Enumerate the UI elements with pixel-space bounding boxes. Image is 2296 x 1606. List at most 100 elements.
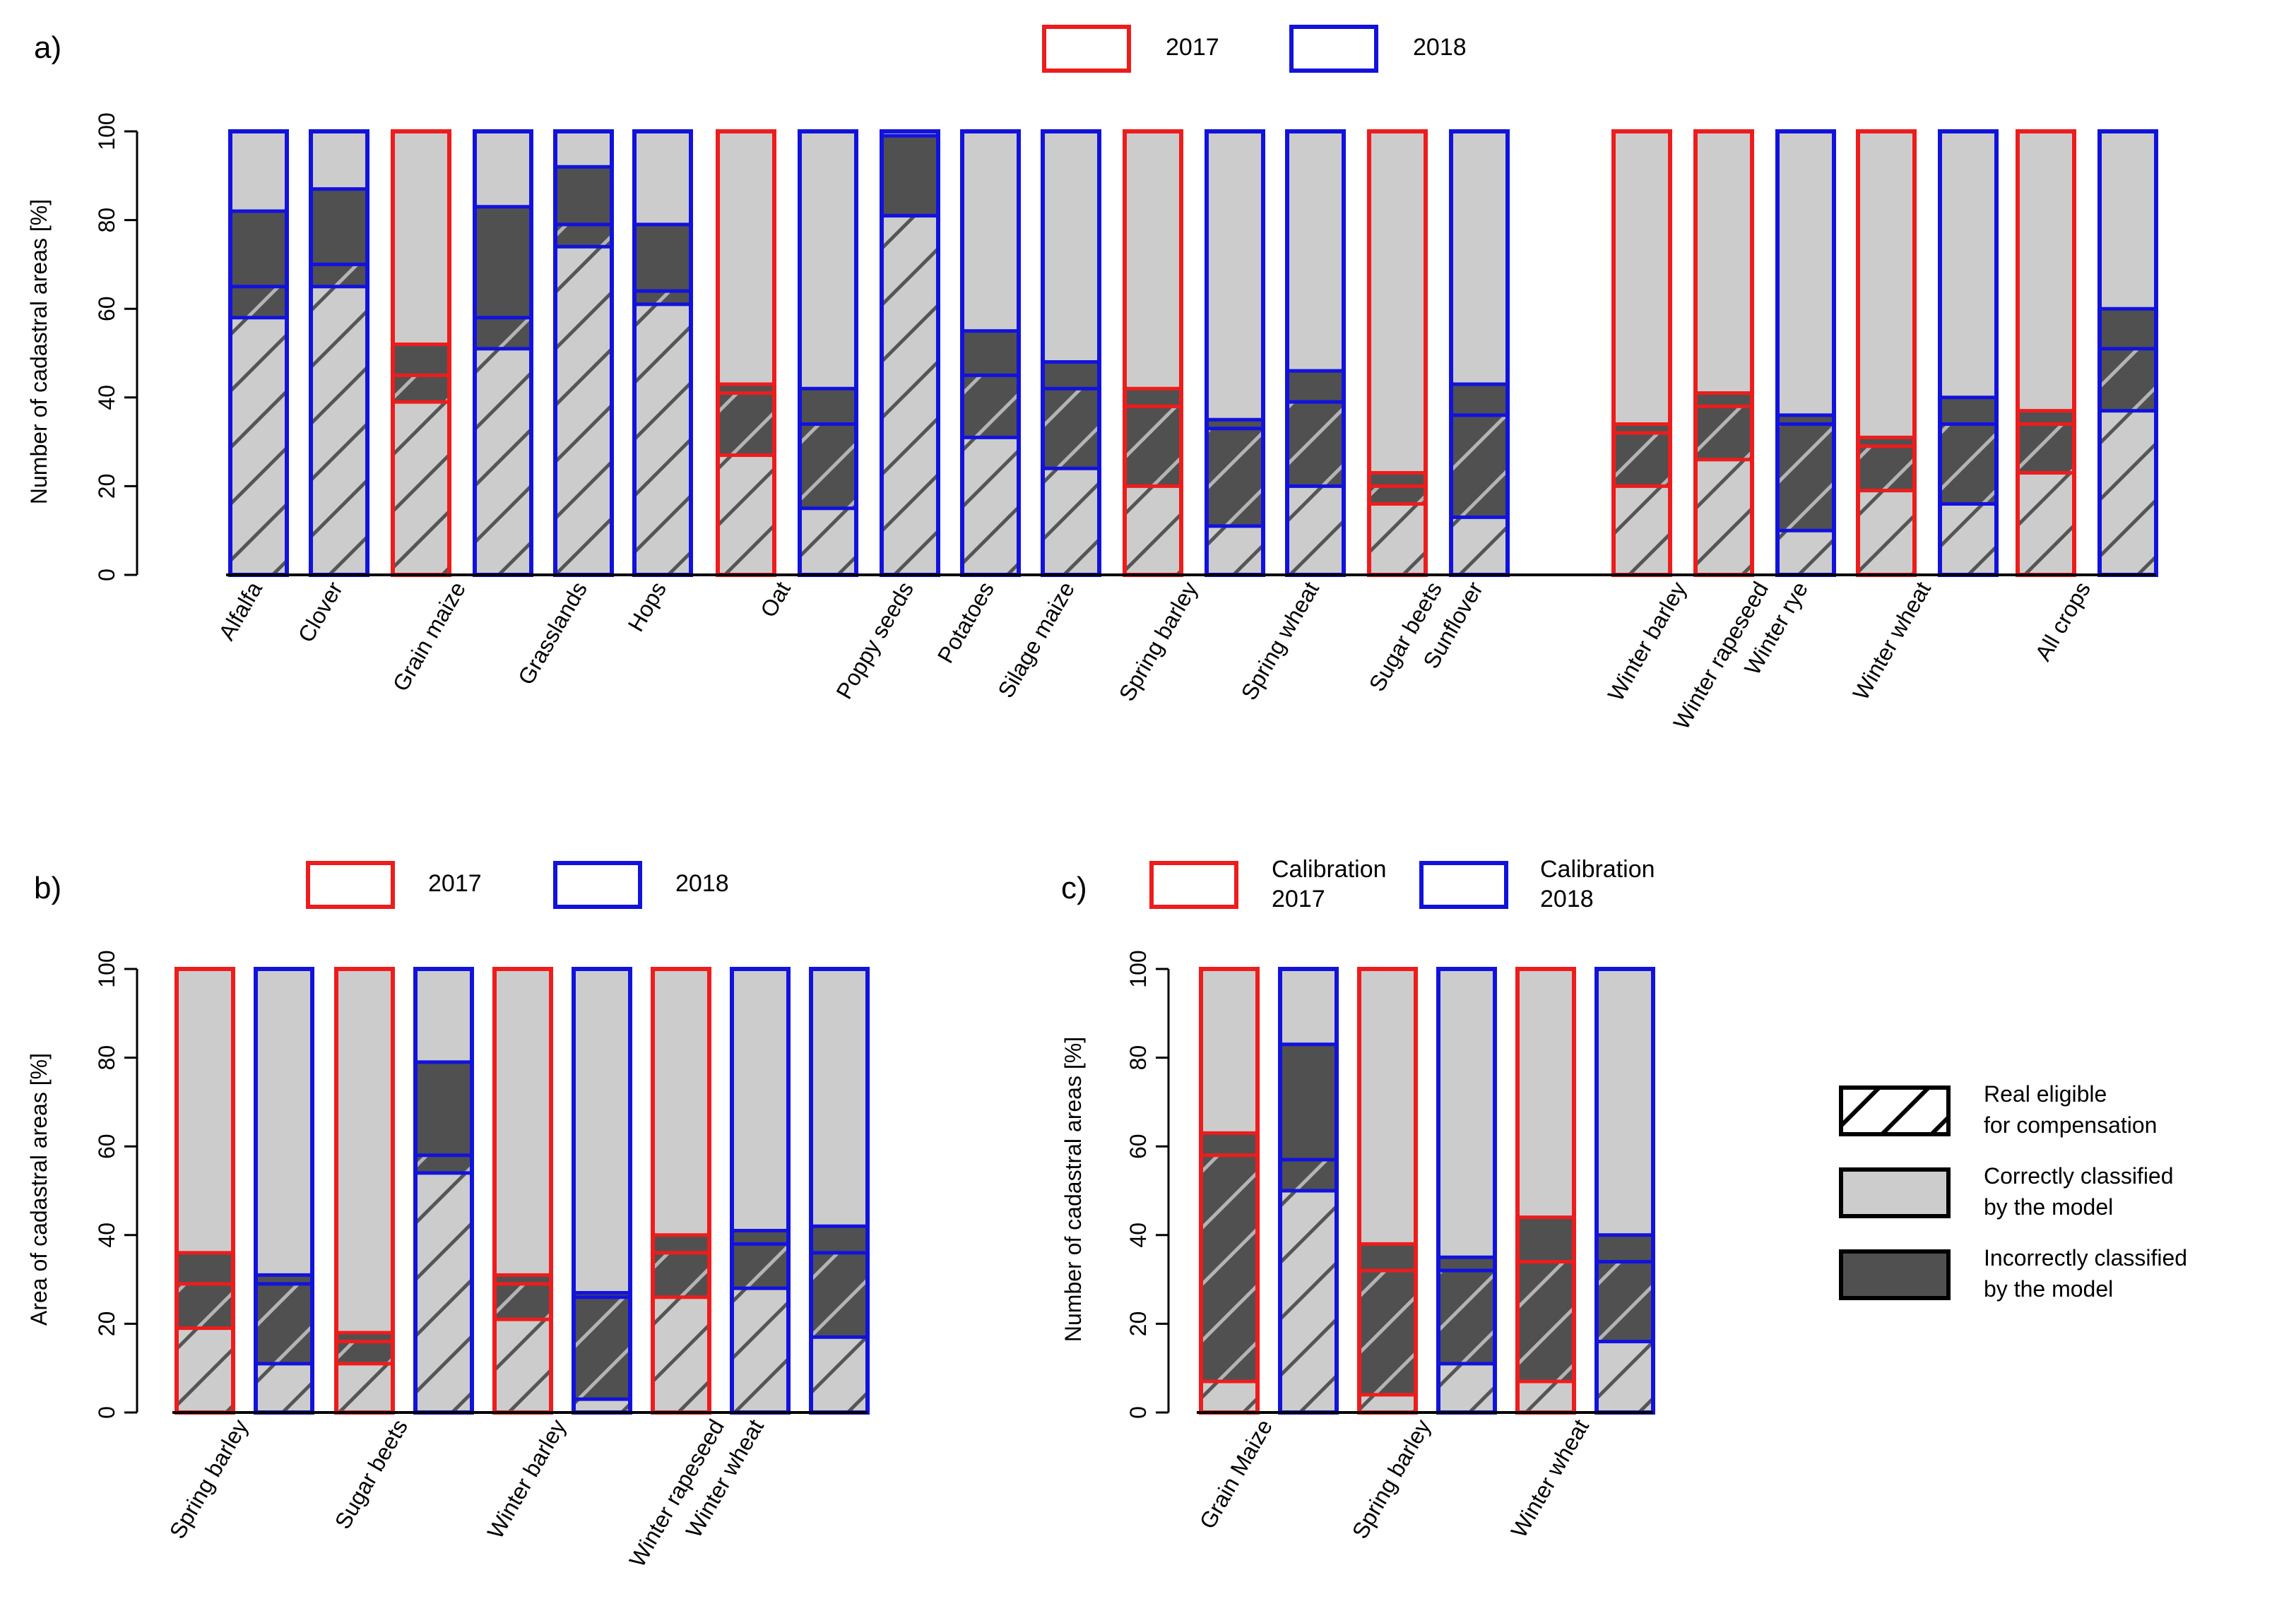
x-tick-label: Spring barley (1114, 578, 1202, 706)
bar-incorrect-region (475, 206, 531, 318)
y-tick-label: 80 (94, 208, 119, 233)
panel-b: 0 20 40 60 80 100 2017 2018 Spring barley Sugar b… (94, 861, 870, 1571)
x-tick-label: Spring barley (165, 1415, 253, 1543)
legend-swatch-2017 (306, 861, 395, 909)
group-poppy-seeds (880, 129, 940, 577)
legend-label-calibration-2017: Calibration 2017 (1272, 856, 1387, 912)
bar-winter-wheat-2018 (809, 967, 870, 1415)
y-tick-label: 20 (1125, 1311, 1151, 1337)
bar-real-incorrect-region (1369, 486, 1426, 504)
bar-winter-rapeseed-2017 (1693, 129, 1754, 577)
y-tick-label: 100 (1125, 950, 1151, 987)
bar-real-eligible-region (634, 304, 691, 575)
bar-winter-barley-2017 (492, 967, 553, 1415)
bar-real-incorrect-region (1597, 1261, 1653, 1342)
bar-real-incorrect-region (177, 1283, 233, 1328)
legend-label-calibration-2018: Calibration 2018 (1540, 856, 1655, 912)
x-tick-label: Hops (623, 578, 672, 636)
y-axis-title-a: Number of cadastral areas [%] (26, 199, 52, 504)
bar-incorrect-region (800, 388, 856, 424)
group-spring-barley (174, 967, 314, 1415)
group-hops (632, 129, 693, 577)
bar-incorrect-region (415, 1061, 472, 1155)
bar-sugar-beets-2017 (1367, 129, 1428, 577)
panel-c: 0 20 40 60 80 100 Calibration 2017 Calibration 20… (1125, 856, 1655, 1543)
legend-swatch-correct (1839, 1167, 1951, 1218)
bar-winter-wheat-2018 (1594, 967, 1655, 1415)
x-tick-label: Spring wheat (1236, 577, 1324, 704)
y-tick-label: 100 (94, 112, 119, 150)
bar-real-eligible-region (718, 455, 774, 575)
y-tick-label: 80 (1125, 1045, 1151, 1071)
x-tick-label: Alfalfa (213, 577, 267, 644)
bar-spring-barley-2018 (1436, 967, 1497, 1415)
panel-label-a: a) (34, 30, 61, 65)
bar-all-crops-2017 (2016, 129, 2076, 577)
x-tick-label: Winter wheat (1506, 1415, 1594, 1542)
bar-real-eligible-region (393, 402, 449, 575)
bar-incorrect-region (311, 189, 367, 265)
bar-incorrect-region (634, 224, 691, 292)
bar-alfalfa-2018 (228, 129, 289, 577)
bar-grain-maize-2018 (473, 129, 533, 577)
bar-real-eligible-region (475, 348, 531, 575)
y-axis-title-c: Number of cadastral areas [%] (1060, 1037, 1086, 1342)
y-tick-label: 60 (1125, 1134, 1151, 1159)
bar-real-eligible-region (653, 1297, 709, 1412)
bar-incorrect-region (882, 136, 938, 216)
bar-real-incorrect-region (1043, 388, 1099, 469)
bar-real-eligible-region (1597, 1341, 1653, 1412)
bar-sugar-beets-2018 (413, 967, 474, 1415)
bar-winter-rapeseed-2017 (651, 967, 711, 1415)
bar-incorrect-region (230, 211, 287, 287)
bar-winter-barley-2017 (1611, 129, 1672, 577)
bar-real-eligible-region (732, 1288, 788, 1412)
bar-incorrect-region (1858, 437, 1915, 446)
bar-incorrect-region (718, 383, 774, 393)
bar-real-eligible-region (1858, 490, 1915, 575)
bar-incorrect-region (1287, 371, 1344, 403)
bar-spring-barley-2017 (1123, 129, 1183, 577)
y-tick-label: 0 (94, 569, 119, 581)
bar-real-eligible-region (495, 1319, 551, 1412)
bar-real-eligible-region (311, 286, 367, 575)
bar-real-eligible-region (1517, 1381, 1574, 1412)
bar-real-incorrect-region (634, 291, 691, 304)
bar-real-eligible-region (962, 437, 1019, 575)
bar-real-eligible-region (1201, 1381, 1258, 1412)
legend-label-real-eligible: Real eligible for compensation (1984, 1081, 2157, 1138)
y-tick-label: 60 (94, 1134, 119, 1159)
x-tick-label: Winter wheat (1848, 577, 1936, 704)
bar-incorrect-region (1201, 1133, 1258, 1155)
bar-incorrect-region (1517, 1217, 1574, 1262)
bar-real-eligible-region (1438, 1363, 1495, 1412)
bar-incorrect-region (1043, 362, 1099, 389)
bar-real-incorrect-region (718, 393, 774, 456)
x-tick-label: Potatoes (933, 578, 999, 667)
group-sugar-beets (334, 967, 474, 1415)
bar-real-incorrect-region (811, 1252, 868, 1338)
bar-real-incorrect-region (256, 1283, 312, 1364)
legend-swatch-2018 (1289, 25, 1378, 73)
bar-oat-2018 (798, 129, 858, 577)
bar-grain-maize-2017 (1199, 967, 1260, 1415)
group-winter-wheat (1515, 967, 1655, 1415)
legend-swatch-calibration-2018 (1419, 861, 1508, 909)
group-spring-wheat (1285, 129, 1346, 577)
bar-real-eligible-region (1614, 486, 1670, 575)
bar-incorrect-region (1940, 397, 1996, 424)
bar-real-incorrect-region (1614, 433, 1670, 487)
bar-real-incorrect-region (1696, 406, 1752, 460)
bar-incorrect-region (1451, 383, 1508, 415)
bar-incorrect-region (653, 1235, 709, 1253)
bar-incorrect-region (1359, 1244, 1416, 1271)
bar-real-eligible-region (574, 1399, 630, 1412)
bar-real-incorrect-region (2018, 424, 2074, 473)
bar-real-eligible-region (415, 1172, 472, 1412)
y-tick-label: 80 (94, 1045, 119, 1071)
bar-real-incorrect-region (1280, 1160, 1337, 1191)
bar-incorrect-region (2100, 309, 2156, 349)
group-winter-rapeseed (1693, 129, 1836, 577)
legend-swatch-calibration-2017 (1149, 861, 1238, 909)
